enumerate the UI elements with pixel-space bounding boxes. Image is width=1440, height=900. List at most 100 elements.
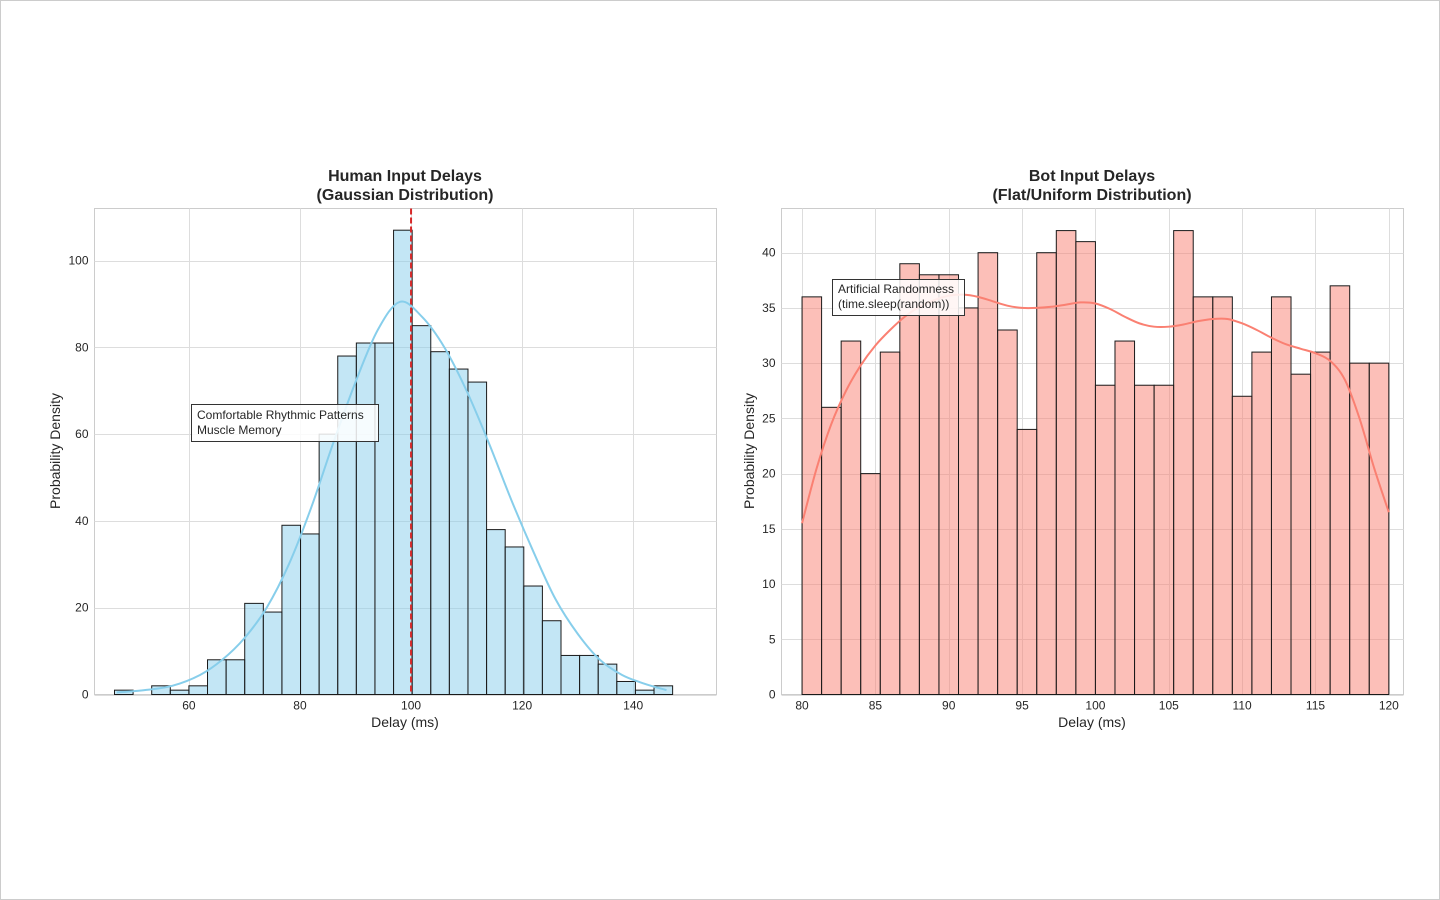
kde-line <box>116 300 667 694</box>
histogram-bar <box>1134 384 1155 695</box>
y-tick-label: 0 <box>769 688 776 702</box>
histogram-bar <box>281 524 302 696</box>
histogram-bar <box>1329 285 1351 695</box>
kde-curve <box>801 293 1390 524</box>
histogram-bar <box>1114 340 1136 695</box>
histogram-bar <box>374 342 395 695</box>
annotation-line-1: Artificial Randomness <box>838 282 954 296</box>
histogram-bar <box>1016 428 1038 695</box>
y-tick-label: 20 <box>75 601 89 615</box>
histogram-bar <box>1270 296 1292 695</box>
x-tick-label: 115 <box>1306 699 1325 713</box>
kde-curve <box>116 300 667 694</box>
x-tick-label: 110 <box>1233 699 1252 713</box>
x-tick-label: 80 <box>795 699 809 713</box>
histogram-bar <box>977 252 999 695</box>
histogram-bar <box>318 433 339 695</box>
y-tick-labels: 0 20 40 60 80 100 <box>68 254 88 702</box>
x-tick-label: 60 <box>182 699 196 713</box>
y-tick-label: 35 <box>762 301 776 315</box>
y-tick-labels: 0 5 10 15 20 25 30 35 40 <box>762 246 776 702</box>
histogram-bar <box>1349 362 1370 695</box>
chart-title-line-1: Human Input Delays <box>328 168 482 185</box>
histogram-bar <box>1231 395 1253 695</box>
x-axis-label: Delay (ms) <box>1058 714 1126 730</box>
histogram-bar <box>879 351 901 695</box>
histogram-bar <box>560 654 581 695</box>
histogram-bar <box>225 659 246 695</box>
x-tick-label: 105 <box>1159 699 1179 713</box>
histogram-bar <box>1212 296 1233 695</box>
histogram-bar <box>541 620 562 695</box>
y-tick-label: 25 <box>762 411 776 425</box>
histogram-bar <box>918 274 940 695</box>
x-tick-label: 100 <box>1085 699 1105 713</box>
x-tick-label: 95 <box>1015 699 1029 713</box>
histogram-bar <box>262 611 283 696</box>
y-axis-label: Probability Density <box>47 393 63 509</box>
x-tick-label: 90 <box>942 699 956 713</box>
histogram-bar <box>958 307 979 695</box>
histogram-bar <box>411 325 432 695</box>
y-tick-label: 40 <box>75 514 89 528</box>
histogram-bars <box>801 230 1390 696</box>
histogram-bar <box>355 342 376 695</box>
histogram-bar <box>300 533 320 695</box>
histogram-bar <box>188 685 209 695</box>
histogram-bar <box>1251 351 1272 695</box>
histogram-bar <box>1153 384 1175 695</box>
y-tick-label: 40 <box>762 246 776 260</box>
y-tick-label: 30 <box>762 356 776 370</box>
histogram-bar <box>579 654 599 695</box>
x-tick-label: 120 <box>512 699 532 713</box>
human-delays-chart: 60 80 100 120 140 0 20 40 60 80 100 Comfortable R… <box>47 168 717 730</box>
annotation-box: Artificial Randomness (time.sleep(random… <box>832 279 965 316</box>
histogram-bar <box>393 229 413 695</box>
chart-title-line-2: (Gaussian Distribution) <box>317 187 494 204</box>
x-tick-label: 85 <box>869 699 883 713</box>
kde-line <box>801 293 1390 524</box>
histogram-bar <box>1368 362 1390 695</box>
histogram-bar <box>938 274 960 695</box>
y-tick-label: 60 <box>75 427 89 441</box>
chart-title-line-2: (Flat/Uniform Distribution) <box>992 187 1191 204</box>
annotation-line-2: Muscle Memory <box>197 423 282 437</box>
x-tick-labels: 60 80 100 120 140 <box>182 699 643 713</box>
annotation-line-2: (time.sleep(random)) <box>838 297 949 311</box>
histogram-bar <box>821 406 842 695</box>
histogram-bar <box>1036 252 1057 695</box>
y-tick-label: 0 <box>82 688 89 702</box>
histogram-bar <box>860 473 881 695</box>
y-tick-label: 100 <box>68 254 88 268</box>
y-tick-label: 10 <box>762 577 776 591</box>
annotation-line-1: Comfortable Rhythmic Patterns <box>197 408 364 422</box>
histogram-bar <box>801 296 823 695</box>
histogram-bar <box>523 585 543 696</box>
histogram-bar <box>1055 230 1077 695</box>
histogram-bar <box>997 329 1018 695</box>
x-tick-label: 100 <box>401 699 421 713</box>
bot-delays-chart: 80 85 90 95 100 105 110 115 120 0 5 10 15 20 25 30 35 40… <box>741 168 1404 730</box>
y-tick-label: 5 <box>769 632 776 646</box>
histogram-bar <box>1290 373 1312 695</box>
histogram-bar <box>899 263 920 695</box>
x-axis-label: Delay (ms) <box>371 714 439 730</box>
annotation-box: Comfortable Rhythmic Patterns Muscle Mem… <box>191 404 379 442</box>
histogram-bar <box>430 351 450 695</box>
chart-title-line-1: Bot Input Delays <box>1029 168 1155 185</box>
x-tick-labels: 80 85 90 95 100 105 110 115 120 <box>795 699 1399 713</box>
histogram-bar <box>486 529 506 695</box>
x-tick-label: 80 <box>293 699 307 713</box>
histogram-bar <box>169 689 190 695</box>
histogram-bar <box>597 663 618 695</box>
histogram-bar <box>504 546 525 696</box>
histogram-bar <box>1192 296 1214 695</box>
histogram-bar <box>1075 241 1096 696</box>
y-tick-label: 20 <box>762 467 776 481</box>
y-tick-label: 15 <box>762 522 776 536</box>
histogram-bar <box>1094 384 1116 695</box>
y-tick-label: 80 <box>75 340 89 354</box>
histogram-bar <box>616 680 636 695</box>
histogram-bar <box>1310 351 1331 695</box>
